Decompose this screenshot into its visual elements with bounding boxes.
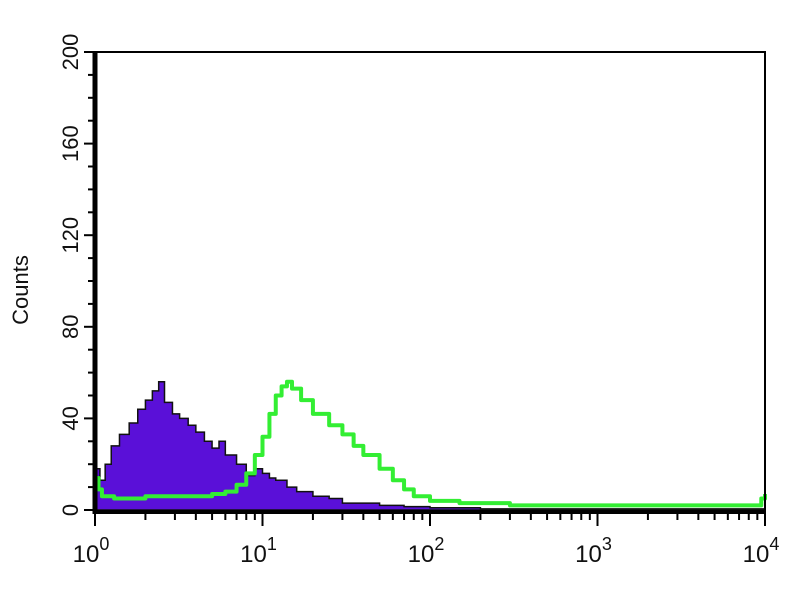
x-tick-exponent: 4 xyxy=(769,534,779,554)
x-tick-base: 10 xyxy=(73,541,100,568)
y-axis-label: Counts xyxy=(8,255,33,325)
x-tick-exponent: 0 xyxy=(99,534,109,554)
x-tick-base: 10 xyxy=(743,541,770,568)
y-tick-label: 0 xyxy=(58,504,83,516)
y-tick-label: 80 xyxy=(58,315,83,339)
x-tick-exponent: 3 xyxy=(602,534,612,554)
x-tick-exponent: 1 xyxy=(267,534,277,554)
y-tick-label: 40 xyxy=(58,406,83,430)
x-tick-base: 10 xyxy=(408,541,435,568)
series-1-line-histogram xyxy=(95,379,767,508)
series-layer xyxy=(94,268,767,511)
x-tick-label: 103 xyxy=(575,534,612,568)
x-tick-label: 104 xyxy=(743,534,780,568)
x-tick-base: 10 xyxy=(240,541,267,568)
x-tick-label: 101 xyxy=(240,534,277,568)
series-0-filled-histogram xyxy=(94,268,766,511)
x-tick-label: 102 xyxy=(408,534,445,568)
x-tick-exponent: 2 xyxy=(434,534,444,554)
x-tick-base: 10 xyxy=(575,541,602,568)
y-tick-label: 120 xyxy=(58,217,83,254)
y-tick-label: 160 xyxy=(58,125,83,162)
x-tick-label: 100 xyxy=(73,534,110,568)
y-tick-label: 200 xyxy=(58,34,83,71)
